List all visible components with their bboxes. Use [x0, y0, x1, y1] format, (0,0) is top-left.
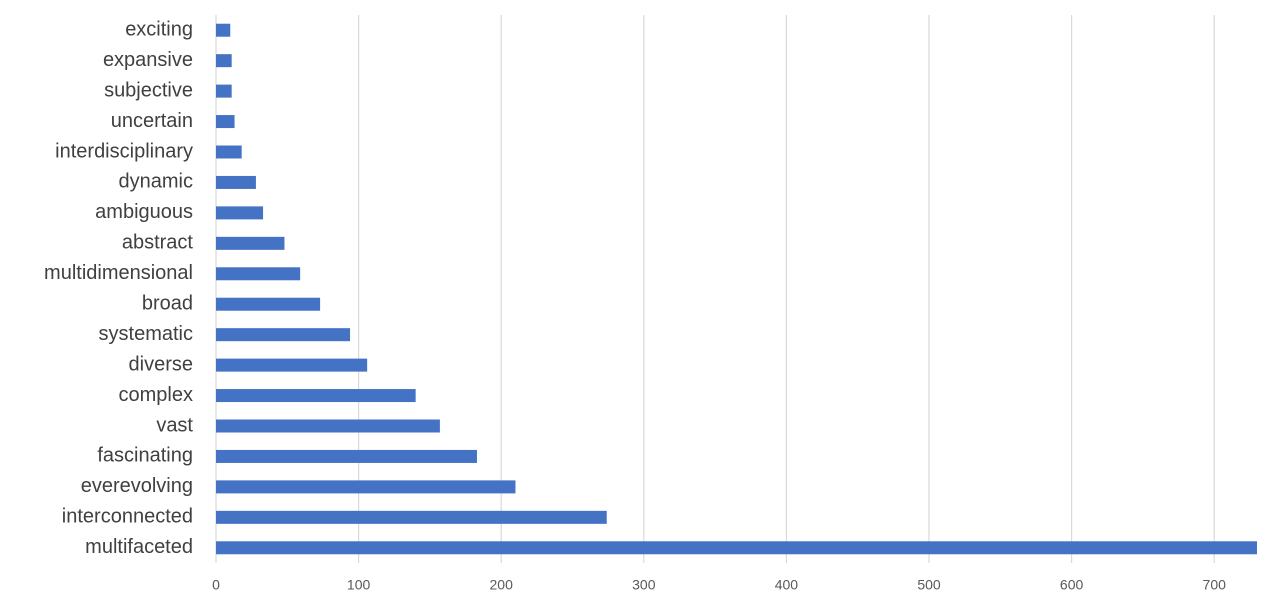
y-tick-label: complex [119, 384, 193, 406]
bar [216, 267, 301, 281]
x-tick-label: 500 [917, 577, 941, 593]
bar [216, 449, 477, 463]
y-tick-label: vast [156, 414, 193, 436]
bar [216, 54, 232, 68]
bar [216, 480, 516, 494]
bar [216, 145, 242, 159]
y-tick-label: uncertain [111, 110, 193, 132]
y-tick-label: abstract [122, 232, 194, 254]
y-tick-label: ambiguous [95, 201, 193, 223]
y-tick-label: everevolving [81, 475, 193, 497]
y-tick-label: expansive [103, 49, 193, 71]
x-tick-label: 400 [775, 577, 799, 593]
y-tick-label: broad [142, 293, 193, 315]
bar [216, 23, 231, 37]
bar [216, 510, 607, 524]
x-tick-label: 0 [212, 577, 220, 593]
x-tick-label: 200 [490, 577, 514, 593]
y-tick-label: diverse [129, 353, 193, 375]
bar [216, 358, 368, 372]
y-tick-label: fascinating [97, 445, 193, 467]
bar [216, 389, 416, 403]
y-tick-label: interdisciplinary [55, 140, 193, 162]
y-tick-label: interconnected [62, 506, 193, 528]
y-tick-label: systematic [99, 323, 193, 345]
bar [216, 541, 1257, 555]
bar [216, 297, 321, 311]
bar [216, 236, 285, 250]
bar [216, 115, 235, 129]
x-tick-label: 300 [632, 577, 656, 593]
x-tick-label: 100 [347, 577, 371, 593]
y-tick-label: exciting [125, 19, 193, 41]
y-tick-label: multifaceted [85, 536, 193, 558]
y-tick-label: subjective [104, 79, 193, 101]
x-tick-label: 700 [1203, 577, 1227, 593]
y-tick-label: dynamic [119, 171, 193, 193]
y-tick-label: multidimensional [44, 262, 193, 284]
bar [216, 175, 256, 189]
x-tick-label: 600 [1060, 577, 1084, 593]
bar [216, 419, 440, 433]
bar [216, 206, 264, 220]
bar [216, 84, 232, 98]
bar [216, 328, 351, 342]
